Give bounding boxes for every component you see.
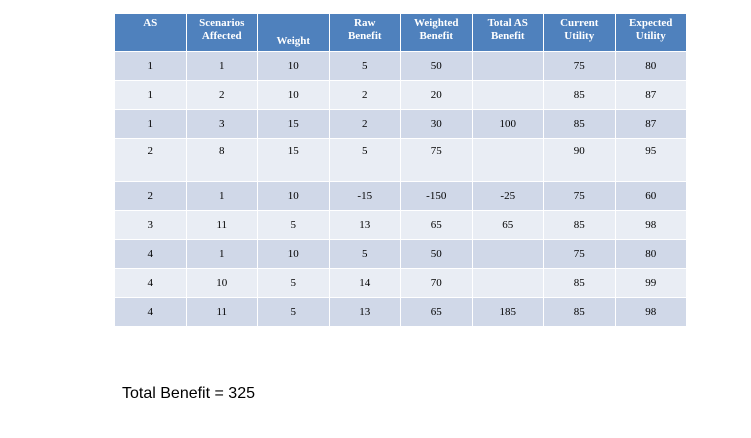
- cell-weight: 10: [257, 239, 330, 269]
- table-row: 3 11 5 13 65 65 85 98: [114, 210, 687, 240]
- header-raw-benefit: Raw Benefit: [328, 13, 401, 52]
- table-row: 4 10 5 14 70 85 99: [114, 268, 687, 298]
- cell-weight: 5: [257, 297, 330, 327]
- cell-weighted-benefit: 65: [400, 297, 473, 327]
- benefit-table: AS Scenarios Affected Weight Raw Benefit…: [114, 13, 687, 327]
- cell-weighted-benefit: 30: [400, 109, 473, 139]
- cell-as: 2: [114, 181, 187, 211]
- cell-current-utility: 85: [543, 268, 616, 298]
- cell-raw-benefit: 13: [328, 297, 401, 327]
- cell-weighted-benefit: 70: [400, 268, 473, 298]
- header-as: AS: [114, 13, 187, 52]
- cell-weight: 10: [257, 51, 330, 81]
- cell-expected-utility: 98: [614, 297, 687, 327]
- table-body: 1 1 10 5 50 75 80 1 2 10 2 20 85 87 1 3 15 2 30 100 85 87 2 8 15…: [114, 51, 687, 327]
- cell-current-utility: 85: [543, 109, 616, 139]
- cell-weighted-benefit: 50: [400, 239, 473, 269]
- table-row: 4 11 5 13 65 185 85 98: [114, 297, 687, 327]
- cell-as: 1: [114, 80, 187, 110]
- cell-as: 1: [114, 51, 187, 81]
- cell-total-as-benefit: [471, 51, 544, 81]
- cell-expected-utility: 95: [614, 138, 687, 182]
- cell-expected-utility: 99: [614, 268, 687, 298]
- cell-as: 4: [114, 297, 187, 327]
- cell-raw-benefit: 5: [328, 239, 401, 269]
- cell-raw-benefit: 14: [328, 268, 401, 298]
- cell-as: 2: [114, 138, 187, 182]
- cell-expected-utility: 87: [614, 109, 687, 139]
- table-row: 2 8 15 5 75 90 95: [114, 138, 687, 182]
- cell-current-utility: 90: [543, 138, 616, 182]
- header-scenarios-affected: Scenarios Affected: [185, 13, 258, 52]
- cell-scenarios-affected: 3: [185, 109, 258, 139]
- cell-as: 4: [114, 239, 187, 269]
- cell-expected-utility: 80: [614, 239, 687, 269]
- cell-total-as-benefit: 185: [471, 297, 544, 327]
- table-row: 4 1 10 5 50 75 80: [114, 239, 687, 269]
- cell-as: 3: [114, 210, 187, 240]
- cell-scenarios-affected: 10: [185, 268, 258, 298]
- cell-weighted-benefit: 20: [400, 80, 473, 110]
- cell-current-utility: 85: [543, 210, 616, 240]
- cell-weight: 5: [257, 210, 330, 240]
- cell-weight: 5: [257, 268, 330, 298]
- header-weighted-benefit: Weighted Benefit: [400, 13, 473, 52]
- cell-raw-benefit: 5: [328, 138, 401, 182]
- cell-current-utility: 85: [543, 297, 616, 327]
- cell-current-utility: 75: [543, 239, 616, 269]
- header-expected-utility: Expected Utility: [614, 13, 687, 52]
- cell-scenarios-affected: 1: [185, 181, 258, 211]
- cell-weighted-benefit: 50: [400, 51, 473, 81]
- table-row: 2 1 10 -15 -150 -25 75 60: [114, 181, 687, 211]
- header-weight: Weight: [257, 13, 330, 52]
- cell-weighted-benefit: 75: [400, 138, 473, 182]
- cell-weighted-benefit: -150: [400, 181, 473, 211]
- cell-expected-utility: 60: [614, 181, 687, 211]
- cell-scenarios-affected: 8: [185, 138, 258, 182]
- cell-raw-benefit: 5: [328, 51, 401, 81]
- cell-total-as-benefit: [471, 239, 544, 269]
- table-header-row: AS Scenarios Affected Weight Raw Benefit…: [114, 13, 687, 52]
- cell-total-as-benefit: 65: [471, 210, 544, 240]
- cell-weight: 10: [257, 80, 330, 110]
- table-row: 1 3 15 2 30 100 85 87: [114, 109, 687, 139]
- cell-as: 1: [114, 109, 187, 139]
- cell-raw-benefit: -15: [328, 181, 401, 211]
- cell-current-utility: 75: [543, 51, 616, 81]
- cell-expected-utility: 98: [614, 210, 687, 240]
- cell-raw-benefit: 13: [328, 210, 401, 240]
- cell-total-as-benefit: 100: [471, 109, 544, 139]
- cell-scenarios-affected: 2: [185, 80, 258, 110]
- cell-current-utility: 75: [543, 181, 616, 211]
- cell-as: 4: [114, 268, 187, 298]
- cell-weighted-benefit: 65: [400, 210, 473, 240]
- total-benefit-label: Total Benefit = 325: [122, 385, 255, 402]
- cell-expected-utility: 87: [614, 80, 687, 110]
- cell-raw-benefit: 2: [328, 80, 401, 110]
- cell-weight: 15: [257, 138, 330, 182]
- cell-total-as-benefit: [471, 268, 544, 298]
- cell-raw-benefit: 2: [328, 109, 401, 139]
- cell-total-as-benefit: -25: [471, 181, 544, 211]
- cell-weight: 15: [257, 109, 330, 139]
- header-total-as-benefit: Total AS Benefit: [471, 13, 544, 52]
- cell-scenarios-affected: 11: [185, 210, 258, 240]
- cell-scenarios-affected: 11: [185, 297, 258, 327]
- cell-scenarios-affected: 1: [185, 51, 258, 81]
- header-current-utility: Current Utility: [543, 13, 616, 52]
- cell-expected-utility: 80: [614, 51, 687, 81]
- table-row: 1 2 10 2 20 85 87: [114, 80, 687, 110]
- cell-weight: 10: [257, 181, 330, 211]
- cell-total-as-benefit: [471, 138, 544, 182]
- table-row: 1 1 10 5 50 75 80: [114, 51, 687, 81]
- cell-scenarios-affected: 1: [185, 239, 258, 269]
- cell-total-as-benefit: [471, 80, 544, 110]
- cell-current-utility: 85: [543, 80, 616, 110]
